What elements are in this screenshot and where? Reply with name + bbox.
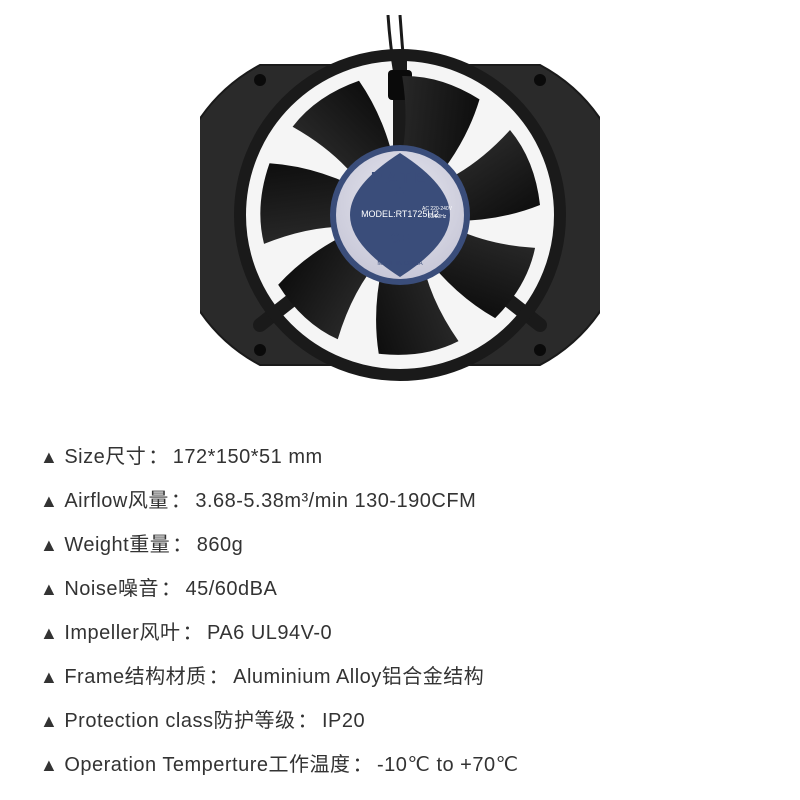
bullet-icon: ▲ — [40, 711, 58, 732]
spec-value: 172*150*51 mm — [173, 446, 323, 469]
spec-value: 45/60dBA — [185, 578, 277, 601]
spec-value: -10℃ to +70℃ — [377, 752, 519, 777]
spec-label: Frame结构材质 — [64, 660, 206, 689]
bullet-icon: ▲ — [40, 623, 58, 644]
bullet-icon: ▲ — [40, 447, 58, 468]
fan-illustration: RATE MODEL:RT1725H2 AC 220-240V 50/60Hz … — [200, 15, 600, 415]
colon: ： — [171, 484, 192, 513]
spec-list: ▲ Size尺寸 ： 172*150*51 mm ▲ Airflow风量 ： 3… — [0, 430, 800, 777]
brand-text: RATE — [371, 170, 429, 187]
spec-row-protection: ▲ Protection class防护等级 ： IP20 — [40, 704, 760, 733]
colon: ： — [298, 704, 319, 733]
spec-value: Aluminium Alloy铝合金结构 — [233, 660, 484, 689]
colon: ： — [182, 616, 203, 645]
spec-row-weight: ▲ Weight重量 ： 860g — [40, 528, 760, 557]
spec-row-frame: ▲ Frame结构材质 ： Aluminium Alloy铝合金结构 — [40, 660, 760, 689]
spec-row-airflow: ▲ Airflow风量 ： 3.68-5.38m³/min 130-190CFM — [40, 484, 760, 513]
spec-label: Noise噪音 — [64, 572, 159, 601]
product-image: RATE MODEL:RT1725H2 AC 220-240V 50/60Hz … — [0, 0, 800, 430]
ce-mark: CE — [390, 230, 409, 246]
colon: ： — [161, 572, 182, 601]
bullet-icon: ▲ — [40, 491, 58, 512]
spec-value: PA6 UL94V-0 — [207, 622, 332, 645]
spec-label: Airflow风量 — [64, 484, 169, 513]
spec-row-impeller: ▲ Impeller风叶 ： PA6 UL94V-0 — [40, 616, 760, 645]
spec-label: Weight重量 — [64, 528, 170, 557]
spec-value: 860g — [197, 534, 244, 557]
bullet-icon: ▲ — [40, 535, 58, 556]
spec-row-noise: ▲ Noise噪音 ： 45/60dBA — [40, 572, 760, 601]
spec-row-temperature: ▲ Operation Temperture工作温度 ： -10℃ to +70… — [40, 748, 760, 777]
spec-label: Operation Temperture工作温度 — [64, 748, 350, 777]
freq-text: 50/60Hz — [428, 214, 447, 220]
bullet-icon: ▲ — [40, 755, 58, 776]
bullet-icon: ▲ — [40, 579, 58, 600]
colon: ： — [353, 748, 374, 777]
spec-value: 3.68-5.38m³/min 130-190CFM — [195, 490, 476, 513]
spec-label: Protection class防护等级 — [64, 704, 295, 733]
made-in: MADE IN CHINA — [377, 261, 422, 267]
colon: ： — [148, 440, 169, 469]
colon: ： — [209, 660, 230, 689]
colon: ： — [172, 528, 193, 557]
spec-row-size: ▲ Size尺寸 ： 172*150*51 mm — [40, 440, 760, 469]
spec-value: IP20 — [322, 710, 365, 733]
spec-label: Size尺寸 — [64, 440, 146, 469]
bullet-icon: ▲ — [40, 667, 58, 688]
voltage-text: AC 220-240V — [422, 206, 453, 212]
spec-label: Impeller风叶 — [64, 616, 180, 645]
